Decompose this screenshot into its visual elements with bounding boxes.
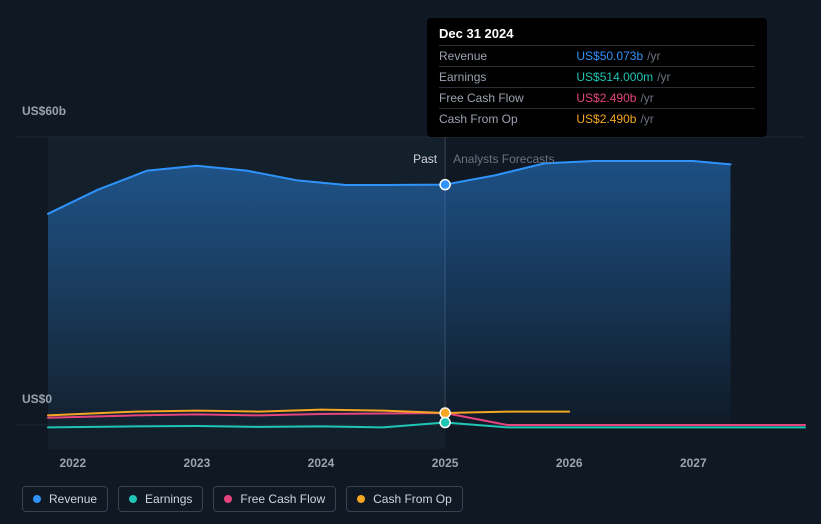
tooltip-row-label: Revenue	[439, 49, 576, 63]
marker-revenue	[440, 180, 450, 190]
x-axis-label: 2024	[308, 456, 335, 470]
legend-item-free_cash_flow[interactable]: Free Cash Flow	[213, 486, 336, 512]
tooltip-row-value: US$50.073b/yr	[576, 49, 755, 63]
legend-item-earnings[interactable]: Earnings	[118, 486, 203, 512]
past-section-label: Past	[413, 152, 437, 166]
marker-cash_from_op	[440, 408, 450, 418]
tooltip-row-label: Cash From Op	[439, 112, 576, 126]
x-axis-label: 2025	[432, 456, 459, 470]
chart-container: US$60bUS$0 PastAnalysts Forecasts	[16, 120, 805, 484]
tooltip-row-value: US$514.000m/yr	[576, 70, 755, 84]
y-axis-label: US$0	[22, 392, 52, 406]
legend-dot-icon	[129, 495, 137, 503]
forecast-section-label: Analysts Forecasts	[453, 152, 554, 166]
chart-legend: Revenue Earnings Free Cash Flow Cash From O…	[22, 486, 463, 512]
tooltip-row-label: Earnings	[439, 70, 576, 84]
legend-item-cash_from_op[interactable]: Cash From Op	[346, 486, 463, 512]
tooltip-date: Dec 31 2024	[439, 26, 755, 45]
legend-item-revenue[interactable]: Revenue	[22, 486, 108, 512]
tooltip-row: Cash From OpUS$2.490b/yr	[439, 108, 755, 129]
tooltip-row-label: Free Cash Flow	[439, 91, 576, 105]
datapoint-tooltip: Dec 31 2024 RevenueUS$50.073b/yrEarnings…	[427, 18, 767, 137]
tooltip-row: EarningsUS$514.000m/yr	[439, 66, 755, 87]
series-fill-revenue	[48, 161, 731, 425]
chart-svg	[16, 120, 805, 484]
tooltip-row-value: US$2.490b/yr	[576, 112, 755, 126]
x-axis-label: 2022	[59, 456, 86, 470]
legend-label: Free Cash Flow	[240, 492, 325, 506]
legend-label: Cash From Op	[373, 492, 452, 506]
tooltip-row: Free Cash FlowUS$2.490b/yr	[439, 87, 755, 108]
legend-dot-icon	[224, 495, 232, 503]
tooltip-row-value: US$2.490b/yr	[576, 91, 755, 105]
x-axis-labels: 2022 2023 2024 2025 2026 2027	[16, 456, 805, 476]
x-axis-label: 2027	[680, 456, 707, 470]
legend-label: Earnings	[145, 492, 192, 506]
legend-dot-icon	[33, 495, 41, 503]
x-axis-label: 2026	[556, 456, 583, 470]
x-axis-label: 2023	[184, 456, 211, 470]
legend-label: Revenue	[49, 492, 97, 506]
marker-earnings	[440, 418, 450, 428]
y-axis-label: US$60b	[22, 104, 66, 118]
tooltip-row: RevenueUS$50.073b/yr	[439, 45, 755, 66]
legend-dot-icon	[357, 495, 365, 503]
